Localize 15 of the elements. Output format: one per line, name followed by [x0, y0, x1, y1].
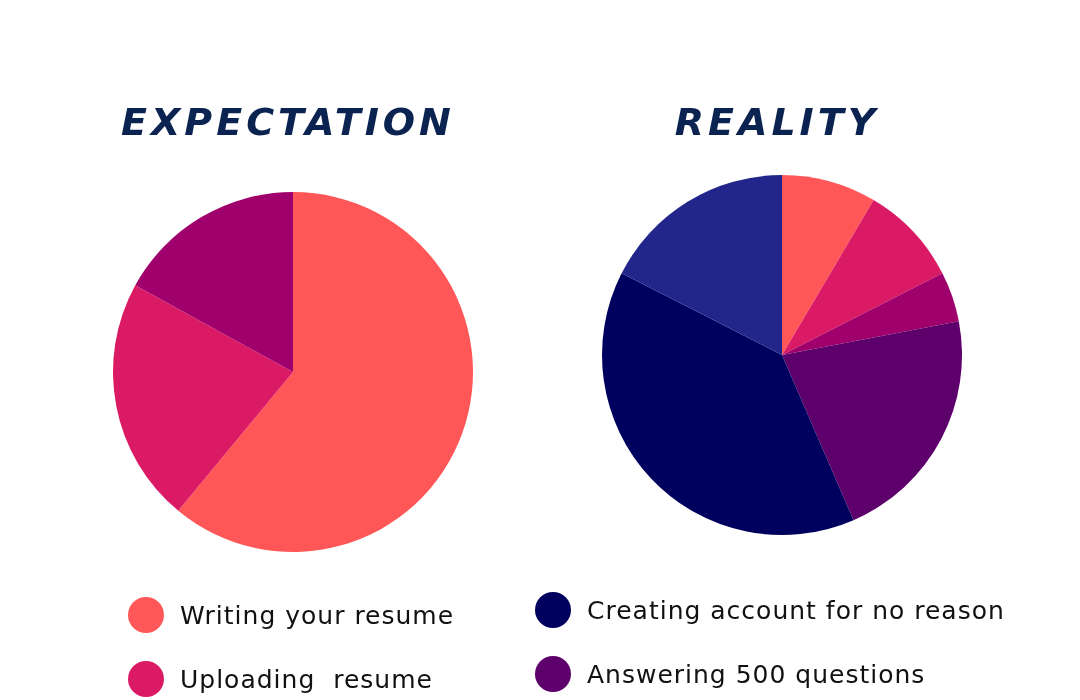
pie-slice	[782, 321, 962, 521]
pie-slice	[782, 175, 874, 355]
legend-label: Creating account for no reason	[587, 595, 1005, 625]
pie-slice	[113, 285, 293, 511]
legend-label: Uploading resume	[180, 664, 433, 694]
legend-label: Answering 500 questions	[587, 659, 926, 689]
pie-slice	[602, 273, 854, 535]
pie-slice	[178, 192, 473, 552]
legend-label: Writing your resume	[180, 600, 455, 630]
pie-slice	[621, 175, 782, 355]
pie-slice	[782, 200, 943, 355]
chart-title: REALITY	[673, 100, 881, 144]
pie-slice	[135, 192, 293, 372]
chart-title: EXPECTATION	[120, 100, 456, 144]
pie-slice	[782, 273, 959, 355]
